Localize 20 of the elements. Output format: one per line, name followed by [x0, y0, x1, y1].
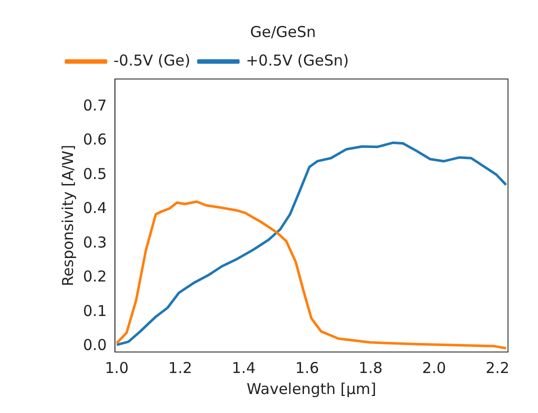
x-tick-label: 1.8 — [358, 358, 383, 377]
y-tick-label: 0.7 — [82, 96, 107, 114]
y-tick-label: 0.6 — [82, 130, 107, 149]
x-tick-label: 1.4 — [232, 358, 256, 377]
y-tick-label: 0.2 — [82, 268, 107, 286]
legend-label: +0.5V (GeSn) — [246, 51, 349, 70]
x-tick-label: 1.2 — [168, 358, 192, 377]
y-axis-title: Responsivity [A/W] — [58, 144, 77, 286]
y-tick-label: 0.0 — [82, 336, 107, 354]
y-tick-label: 0.5 — [82, 164, 107, 183]
x-axis-title: Wavelength [μm] — [246, 380, 376, 398]
x-tick-label: 1.0 — [104, 358, 129, 377]
legend-label: -0.5V (Ge) — [114, 51, 190, 70]
y-tick-label: 0.3 — [82, 233, 107, 252]
x-tick-label: 2.0 — [422, 358, 446, 377]
x-tick-label: 1.6 — [295, 358, 320, 377]
chart-title: Ge/GeSn — [250, 22, 316, 41]
x-tick-label: 2.2 — [486, 358, 510, 377]
y-tick-label: 0.4 — [82, 199, 107, 218]
y-tick-label: 0.1 — [82, 302, 107, 320]
